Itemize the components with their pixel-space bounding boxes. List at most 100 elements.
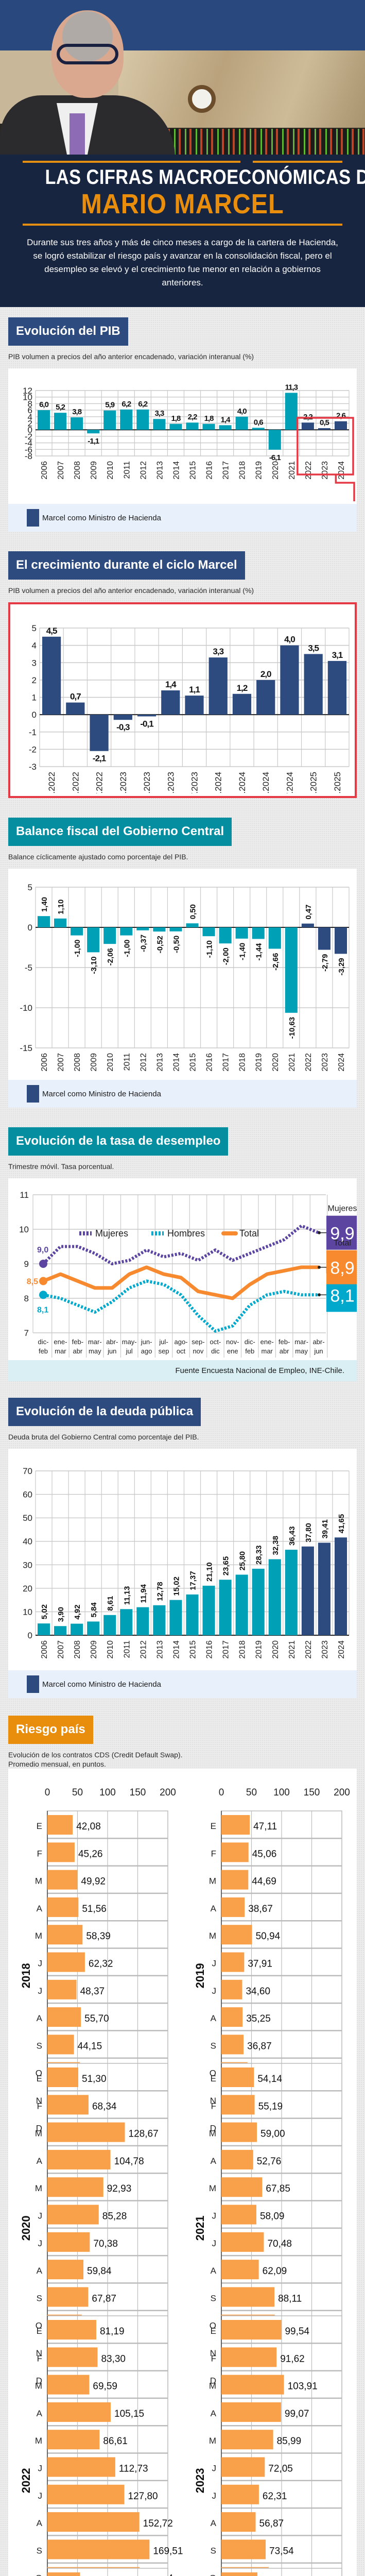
legend-label: Mujeres (95, 1228, 128, 1239)
chart-card-highlighted: 5 4 3 2 1 0 -1 -2 -3 4,5 II.2022 0,7 III.2022 -2,1 IV.… (8, 602, 357, 801)
bar (219, 1580, 232, 1635)
data-label: 48,37 (80, 1986, 105, 1997)
data-label: 1,8 (171, 414, 181, 423)
month-label: N (210, 2348, 216, 2358)
data-label: 0,6 (254, 418, 264, 427)
section-heading: Riesgo país (8, 1716, 93, 1744)
x-tick-label: oct (177, 1347, 186, 1355)
bar (47, 2260, 84, 2280)
mural-image (118, 50, 365, 128)
data-label: 104,78 (114, 2156, 144, 2167)
x-tick-label: nov (193, 1347, 203, 1355)
bar (285, 393, 298, 430)
bar (221, 2484, 259, 2504)
month-label: M (209, 2436, 216, 2446)
x-tick-label: 2011 (123, 1640, 131, 1658)
data-label: 39,41 (321, 1519, 329, 1539)
x-tick-label: 2014 (172, 1640, 181, 1659)
y-tick-label: -3 (29, 762, 37, 772)
section-heading: Evolución de la tasa de desempleo (8, 1127, 229, 1156)
y-tick-label: 12 (23, 386, 32, 396)
minister-photo (0, 10, 175, 155)
end-series-name: Total (334, 1239, 351, 1248)
bar (47, 1870, 78, 1890)
data-label: 69,59 (93, 2381, 117, 2392)
month-label: M (209, 2381, 216, 2391)
bar (301, 923, 314, 927)
bar (161, 690, 180, 715)
data-label: 2,6 (336, 412, 346, 420)
month-label: F (37, 2353, 42, 2363)
x-tick-label: 100 (273, 1787, 290, 1798)
x-tick-label: abr- (106, 1338, 118, 1346)
data-label: 4,5 (46, 626, 57, 636)
bar (103, 927, 116, 944)
data-label: 103,91 (288, 2381, 318, 2392)
section-pib: Evolución del PIB PIB volumen a precios … (0, 307, 365, 532)
month-label: A (211, 2266, 217, 2276)
month-label: J (212, 2491, 217, 2501)
y-tick-label: 10 (23, 1607, 32, 1617)
x-tick-label: 2019 (255, 461, 264, 480)
data-label: 73,54 (269, 2546, 294, 2556)
x-tick-label: ago (141, 1347, 152, 1355)
bar (235, 1574, 248, 1635)
month-label: E (211, 2326, 216, 2336)
bar (136, 409, 149, 430)
x-tick-label: sep (159, 1347, 169, 1355)
y-tick-label: 20 (23, 1584, 32, 1594)
bar (334, 421, 347, 430)
x-tick-label: 2007 (57, 1053, 65, 1072)
x-tick-label: 2015 (189, 1640, 198, 1659)
data-label: -2,00 (222, 947, 231, 965)
data-label: 44,15 (78, 2041, 102, 2052)
data-label: -0,3 (116, 722, 130, 732)
data-label: 51,30 (82, 2074, 107, 2084)
chart-card: 11 10 9 8 7 dic-feb ene-mar feb-abr mar-may abr-j… (8, 1178, 359, 1381)
x-tick-label: 2010 (106, 1640, 115, 1659)
series-start-label: 8,1 (37, 1306, 48, 1314)
title-block: LAS CIFRAS MACROECONÓMICAS DE MARIO MARC… (0, 155, 365, 307)
data-label: 128,67 (129, 2129, 159, 2140)
data-label: 0,47 (304, 904, 313, 919)
bar (208, 657, 228, 715)
data-label: 83,30 (101, 2353, 126, 2364)
y-tick-label: 10 (23, 393, 32, 402)
series-start-dot (39, 1260, 47, 1268)
y-tick-label: 0 (28, 1631, 32, 1640)
data-label: 1,4 (221, 415, 231, 424)
x-tick-label: 2008 (73, 461, 82, 480)
x-tick-label: 0 (45, 1787, 50, 1798)
y-tick-label: 50 (23, 1513, 32, 1523)
legend-label: Marcel como Ministro de Hacienda (42, 513, 161, 522)
data-label: 3,5 (308, 643, 319, 653)
end-connector-dot (318, 1265, 321, 1269)
month-label: M (209, 2183, 216, 2193)
cds-horizontal-bar-charts: 0 50 100 150 200 0 50 100 150 200 2018 E 42,08 F 45,26… (20, 1787, 350, 2576)
month-label: S (211, 2293, 216, 2303)
x-tick-label: jun- (141, 1338, 152, 1346)
month-label: J (212, 1986, 217, 1996)
data-label: -10,63 (288, 1017, 297, 1039)
x-tick-label: 2017 (222, 1640, 231, 1659)
data-label: 15,02 (172, 1577, 181, 1596)
data-label: 38,67 (248, 1904, 273, 1914)
legend-swatch-marcel (27, 1675, 39, 1693)
y-tick-label: 11 (20, 1190, 29, 1200)
x-tick-label: 2012 (139, 1640, 148, 1659)
month-label: E (37, 2074, 42, 2083)
month-label: J (212, 2211, 217, 2221)
bar (221, 2402, 281, 2422)
data-label: -2,66 (271, 953, 280, 970)
bar (280, 645, 299, 715)
series-start-label: 9,0 (37, 1246, 48, 1255)
bar (202, 1585, 215, 1635)
data-label: -2,1 (93, 754, 106, 764)
data-label: 8,61 (106, 1596, 115, 1611)
x-tick-label: sep- (192, 1338, 204, 1346)
data-label: 91,62 (280, 2353, 305, 2364)
chart-legend: Marcel como Ministro de Hacienda (8, 1670, 357, 1698)
y-tick-label: 8 (24, 1294, 29, 1303)
legend-label: Marcel como Ministro de Hacienda (42, 1680, 161, 1689)
month-label: J (38, 1959, 43, 1969)
